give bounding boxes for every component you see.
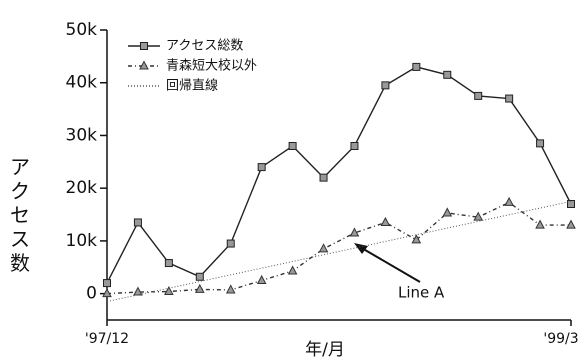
point [103,279,111,288]
y-tick-label: 10k [66,231,98,251]
point [442,207,453,217]
point [318,243,329,253]
point [473,211,484,221]
point [412,62,421,71]
point [102,288,112,298]
point [319,173,328,182]
point [380,216,391,226]
y-tick-label: 40k [66,73,98,93]
y-tick-label: 50k [66,20,98,40]
x-axis-label: 年/月 [305,340,345,360]
point [164,259,173,268]
point [349,227,360,237]
annotation-arrow [359,246,421,283]
legend-marker [140,42,148,50]
point [535,219,545,229]
point [288,142,297,150]
point [133,286,143,296]
point [504,196,514,206]
x-tick-label: '97/12 [85,331,129,347]
point [256,274,267,284]
point [287,265,298,275]
point [257,163,266,172]
point [350,142,359,150]
annotation-arrowhead [354,243,368,254]
point [195,272,204,281]
y-tick-label: 20k [66,178,98,198]
legend-label: 回帰直線 [166,78,218,94]
point [411,234,422,244]
series-line [106,66,572,284]
point [567,200,575,208]
y-tick-label: 30k [66,125,98,145]
point [505,94,514,103]
point [225,284,236,294]
point [566,219,576,229]
legend-marker [139,60,149,70]
point [194,283,205,293]
point [536,139,545,148]
y-tick-label: 0 [86,284,97,304]
point [133,218,142,227]
legend-label: 青森短大校以外 [166,58,257,74]
point [381,81,390,90]
point [164,285,174,296]
x-tick-label: '99/3 [543,331,578,347]
annotation: Line A [398,284,445,302]
series-line [106,200,572,303]
point [443,70,452,79]
legend-label: アクセス総数 [166,39,243,54]
series-line [106,201,571,295]
y-axis-label: アクセス数 [10,155,30,275]
point [474,91,483,100]
point [226,239,235,248]
